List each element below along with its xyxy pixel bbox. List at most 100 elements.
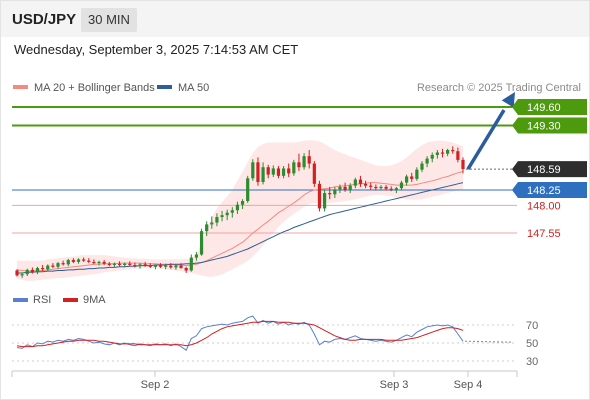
price-level-labels: 149.60 149.30 148.59 148.25 148.00 147.55 <box>512 99 587 240</box>
candle-body <box>123 263 127 265</box>
price-tag-label: 148.59 <box>527 164 561 176</box>
candle-body <box>353 179 357 186</box>
candle-body <box>266 167 270 175</box>
candle-body <box>461 159 465 170</box>
candle-body <box>297 162 301 168</box>
candle-body <box>66 260 70 265</box>
price-tag-last <box>512 161 587 178</box>
candle-body <box>143 264 147 266</box>
candle-body <box>338 186 342 190</box>
candle-body <box>194 254 199 258</box>
candle-body <box>251 162 255 179</box>
candle-body <box>199 231 204 255</box>
candle-body <box>379 186 383 189</box>
candle-body <box>343 186 347 190</box>
candle-body <box>333 189 337 195</box>
candle-body <box>56 263 60 267</box>
candle-body <box>71 260 75 262</box>
credit-label: Research © 2025 Trading Central <box>417 82 581 94</box>
legend-label-ma50: MA 50 <box>178 82 209 94</box>
candle-body <box>230 210 234 213</box>
candle-body <box>276 168 281 176</box>
candle-body <box>235 204 240 211</box>
moving-averages <box>16 171 464 274</box>
candle-body <box>82 259 86 261</box>
rsi-ma-line <box>16 320 464 348</box>
bollinger-band <box>17 140 463 281</box>
candle-body <box>405 176 409 183</box>
candles <box>15 146 465 278</box>
price-tag-target <box>512 117 587 134</box>
legend-swatch-ma50 <box>157 85 172 89</box>
price-tag-label: 148.25 <box>527 185 561 197</box>
candle-body <box>358 179 363 184</box>
candle-body <box>76 259 81 262</box>
candle-body <box>220 215 224 218</box>
candle-body <box>328 193 332 195</box>
ma50-line <box>17 182 464 274</box>
candle-body <box>51 265 55 267</box>
legend-label-rsi: RSI <box>33 294 51 306</box>
chart-header-bar: USD/JPY 30 MIN <box>1 1 589 37</box>
time-axis-label: Sep 2 <box>141 379 170 391</box>
candle-body <box>456 151 460 160</box>
legend-label-rsi-ma: 9MA <box>83 294 106 306</box>
candle-body <box>240 201 245 205</box>
ma20-line <box>16 171 464 272</box>
candle-body <box>30 269 34 273</box>
candle-body <box>246 178 250 202</box>
candle-body <box>287 168 291 174</box>
rsi-legend: RSI 9MA <box>13 294 106 306</box>
candle-body <box>374 186 378 189</box>
candle-body <box>215 217 219 223</box>
candle-body <box>384 186 388 189</box>
price-tag-target <box>512 99 587 115</box>
rsi-line <box>16 315 464 351</box>
timeframe-button[interactable]: 30 MIN <box>81 8 137 32</box>
forecast-arrow-icon <box>466 92 515 170</box>
time-axis-label: Sep 3 <box>380 379 409 391</box>
candle-body <box>281 168 286 176</box>
candle-body <box>41 268 45 270</box>
candle-body <box>256 162 260 182</box>
candle-body <box>322 193 327 209</box>
candle-body <box>117 263 122 265</box>
candle-body <box>302 156 306 168</box>
candle-body <box>261 167 265 182</box>
rsi-grid: 70 50 30 <box>12 320 538 368</box>
candle-body <box>415 169 419 179</box>
candle-body <box>225 212 229 216</box>
symbol-label: USD/JPY <box>12 11 77 28</box>
price-tag-label: 147.55 <box>527 228 561 240</box>
candle-body <box>92 261 96 264</box>
candle-body <box>420 163 424 170</box>
candle-body <box>128 263 132 265</box>
datetime-label: Wednesday, September 3, 2025 7:14:53 AM … <box>14 42 299 57</box>
candle-body <box>440 152 445 154</box>
price-tag-pivot <box>512 181 587 198</box>
candle-body <box>446 150 450 154</box>
candle-body <box>35 268 40 273</box>
candle-body <box>317 183 322 209</box>
legend-swatch-rsi <box>13 298 28 302</box>
time-axis-label: Sep 4 <box>454 379 483 391</box>
candle-body <box>87 260 91 262</box>
forecast-arrow-shaft <box>466 109 506 170</box>
candle-body <box>292 162 296 174</box>
candle-body <box>25 269 29 275</box>
candle-body <box>271 168 275 175</box>
candle-body <box>153 265 158 267</box>
candle-body <box>97 261 101 264</box>
legend: MA 20 + Bollinger Bands MA 50 Research ©… <box>13 82 581 94</box>
candle-body <box>389 188 393 190</box>
candle-body <box>138 264 142 267</box>
candle-body <box>179 265 183 269</box>
candle-body <box>158 265 163 267</box>
legend-swatch-rsi-ma <box>63 298 78 302</box>
candle-body <box>174 265 178 268</box>
bollinger-band-area <box>17 140 463 281</box>
candle-body <box>410 176 414 179</box>
rsi-last-dotted-line <box>464 340 514 343</box>
